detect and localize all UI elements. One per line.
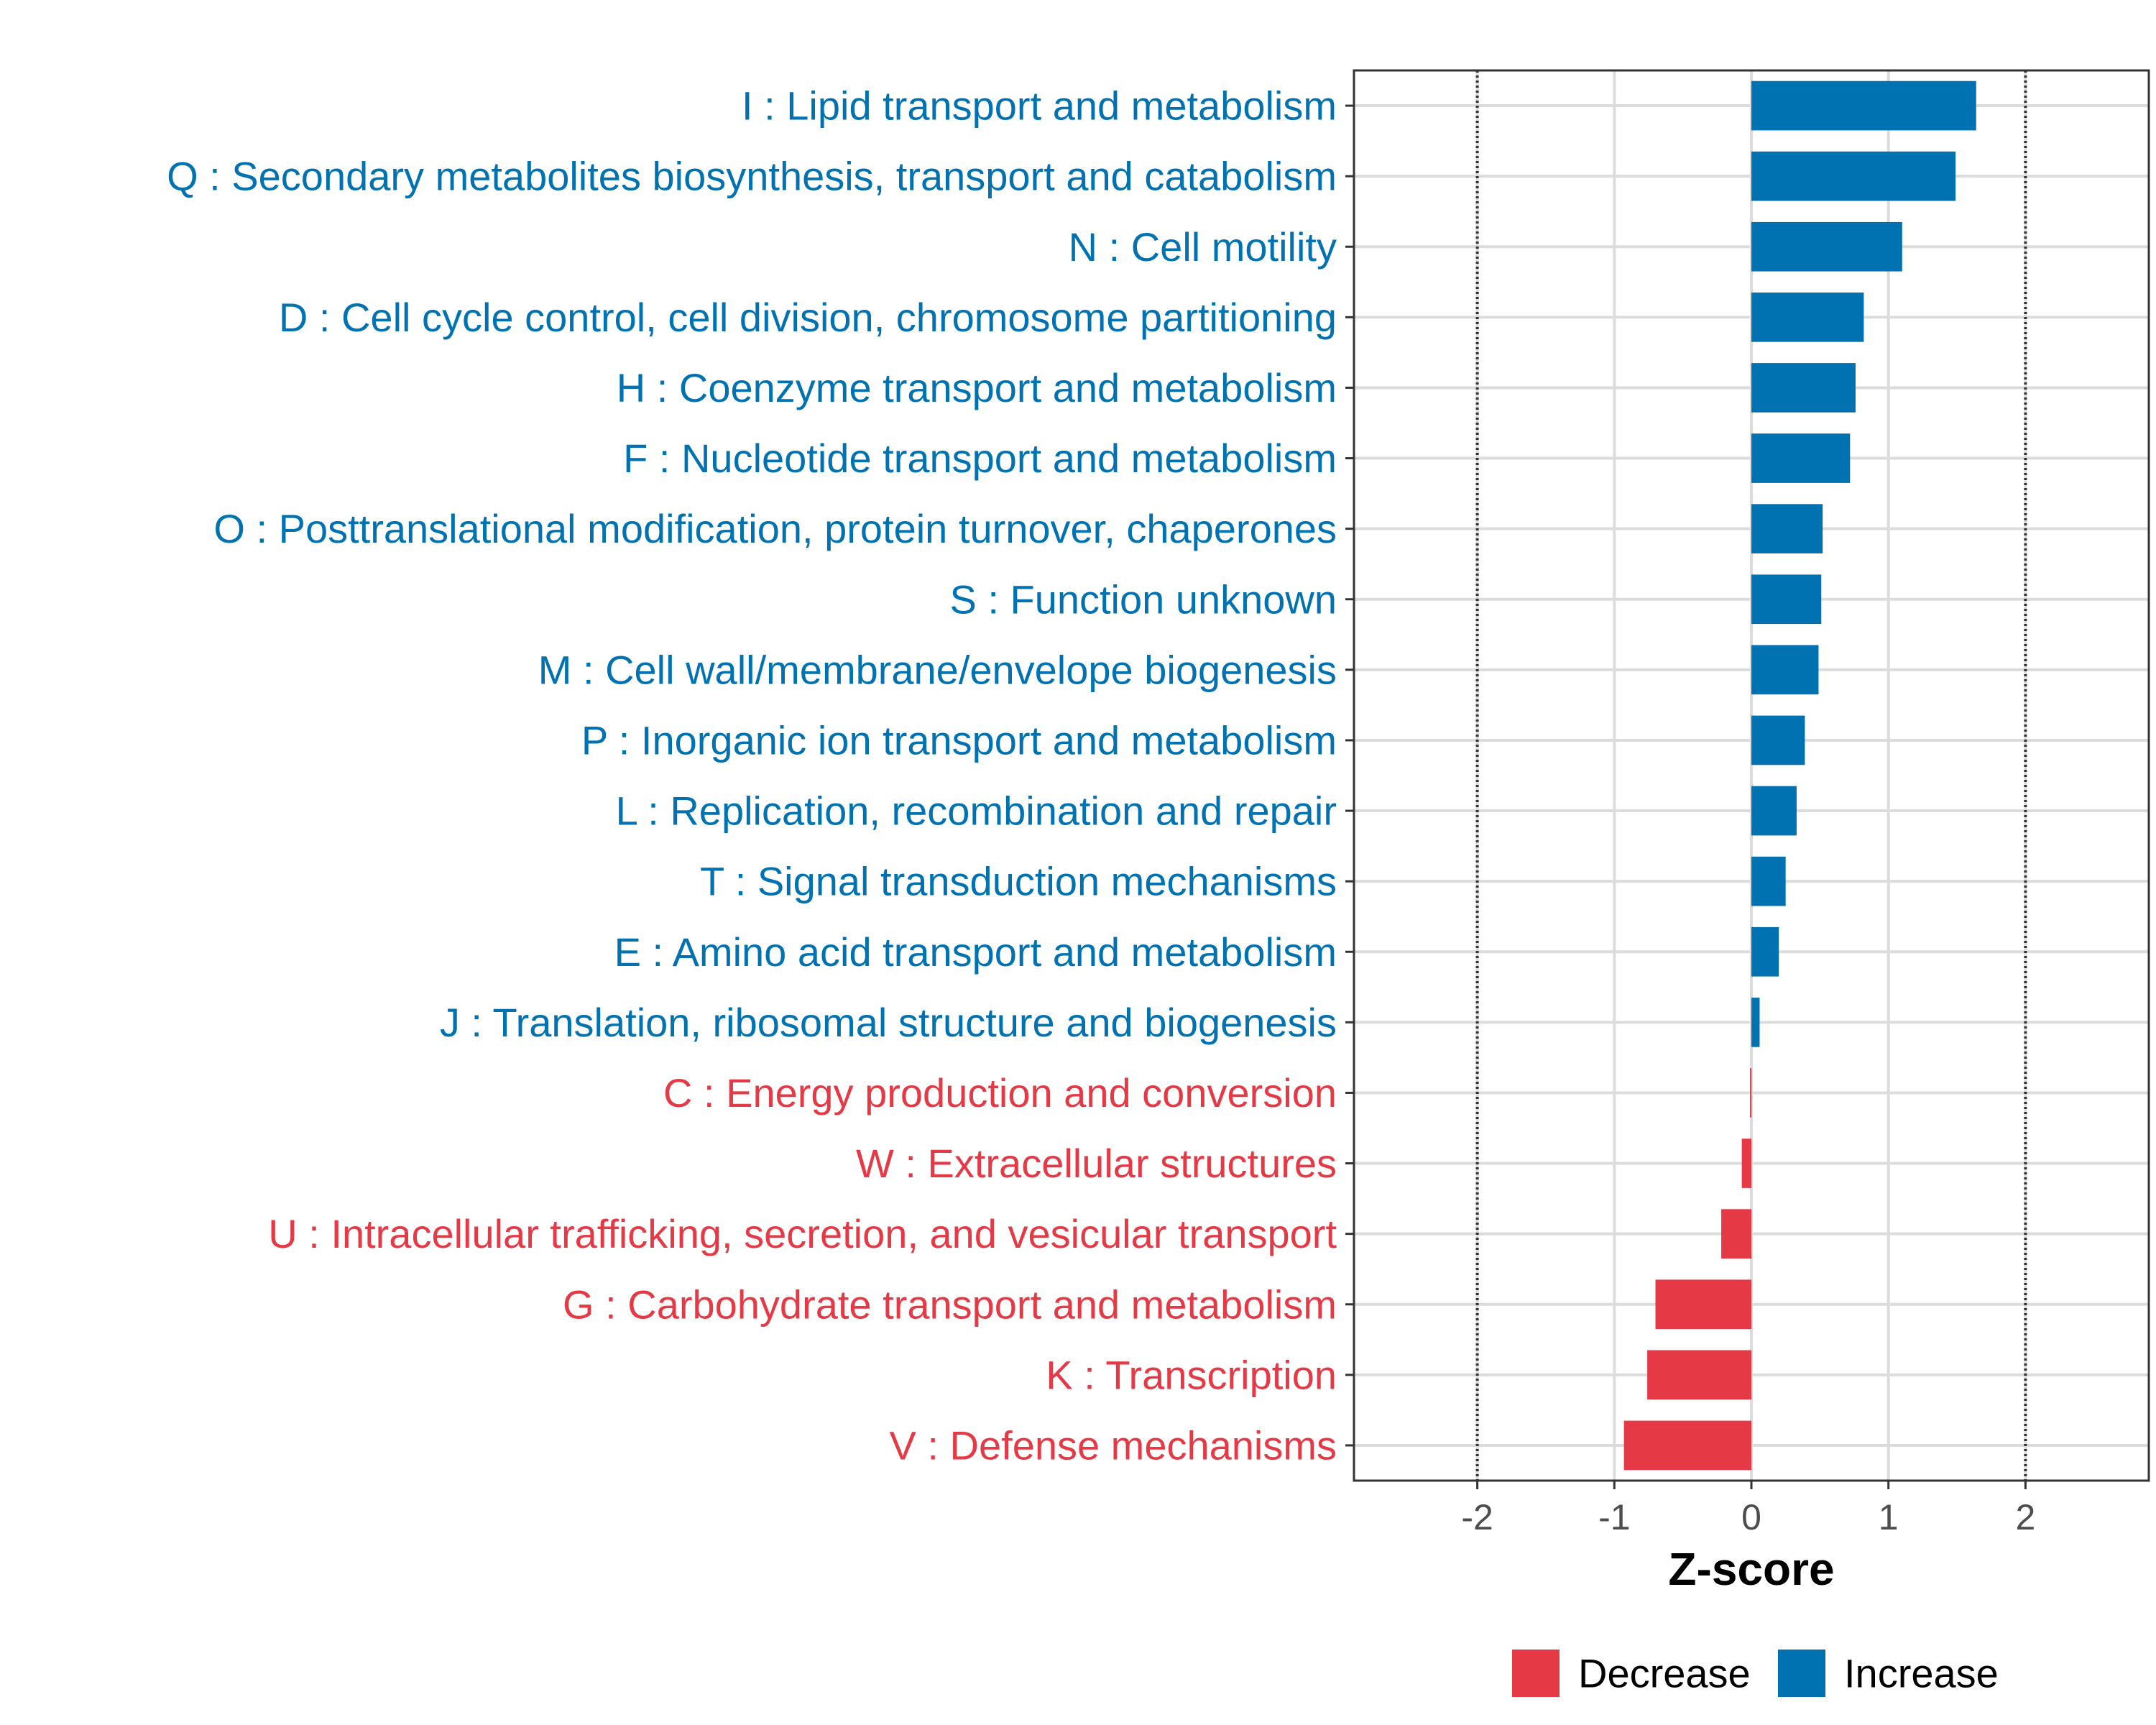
y-tick-label: K : Transcription [1046, 1352, 1337, 1397]
x-tick-label: 2 [2015, 1497, 2035, 1537]
bar [1751, 151, 1956, 201]
x-axis-ticks: -2 -1 0 1 2 [1461, 1481, 2035, 1537]
reference-lines [1475, 70, 2027, 1481]
bar [1751, 645, 1819, 695]
y-tick-label: F : Nucleotide transport and metabolism [623, 436, 1337, 481]
y-tick-label: U : Intracellular trafficking, secretion… [268, 1211, 1337, 1256]
bar-layer [1623, 80, 1976, 1471]
bar [1751, 856, 1786, 906]
bar [1655, 1279, 1751, 1330]
y-tick-label: E : Amino acid transport and metabolism [614, 929, 1337, 975]
y-tick-label: M : Cell wall/membrane/envelope biogenes… [538, 647, 1337, 692]
x-tick-label: -1 [1598, 1497, 1630, 1537]
legend-swatch-increase [1778, 1650, 1825, 1697]
bar [1751, 715, 1805, 765]
legend: Decrease Increase [1512, 1650, 1999, 1697]
y-tick-label: T : Signal transduction mechanisms [700, 859, 1337, 904]
bar [1751, 293, 1864, 342]
bar [1751, 363, 1856, 413]
y-tick-label: N : Cell motility [1069, 224, 1337, 270]
x-axis-title: Z-score [1668, 1543, 1834, 1595]
bar [1751, 80, 1976, 131]
legend-swatch-decrease [1512, 1650, 1560, 1697]
bar [1751, 221, 1902, 272]
y-axis-labels: I : Lipid transport and metabolism Q : Se… [167, 83, 1337, 1468]
bar [1647, 1350, 1751, 1400]
y-tick-label: I : Lipid transport and metabolism [742, 83, 1337, 129]
y-tick-label: G : Carbohydrate transport and metabolis… [563, 1282, 1337, 1327]
bar [1750, 1068, 1751, 1118]
x-tick-label: 0 [1741, 1497, 1761, 1537]
x-tick-label: 1 [1879, 1497, 1899, 1537]
bar [1751, 433, 1851, 483]
bar [1741, 1138, 1751, 1188]
bar [1751, 926, 1779, 977]
legend-label-increase: Increase [1844, 1651, 1999, 1696]
y-tick-label: S : Function unknown [949, 576, 1337, 622]
y-tick-label: V : Defense mechanisms [890, 1422, 1337, 1468]
y-tick-label: H : Coenzyme transport and metabolism [617, 365, 1337, 410]
y-tick-label: W : Extracellular structures [856, 1141, 1337, 1186]
bar [1751, 998, 1760, 1047]
y-tick-label: D : Cell cycle control, cell division, c… [279, 295, 1337, 340]
bar [1623, 1420, 1751, 1471]
x-tick-label: -2 [1461, 1497, 1493, 1537]
y-tick-label: L : Replication, recombination and repai… [616, 788, 1337, 834]
y-tick-label: P : Inorganic ion transport and metaboli… [581, 717, 1337, 763]
bar [1751, 574, 1822, 625]
y-tick-label: C : Energy production and conversion [663, 1070, 1337, 1116]
y-tick-label: J : Translation, ribosomal structure and… [440, 1000, 1337, 1045]
bar [1721, 1209, 1751, 1259]
bar [1751, 504, 1823, 553]
y-tick-label: O : Posttranslational modification, prot… [213, 506, 1337, 551]
y-tick-label: Q : Secondary metabolites biosynthesis, … [167, 154, 1337, 199]
bar [1751, 786, 1797, 836]
legend-label-decrease: Decrease [1578, 1651, 1751, 1696]
y-axis-ticks [1345, 104, 1354, 1447]
